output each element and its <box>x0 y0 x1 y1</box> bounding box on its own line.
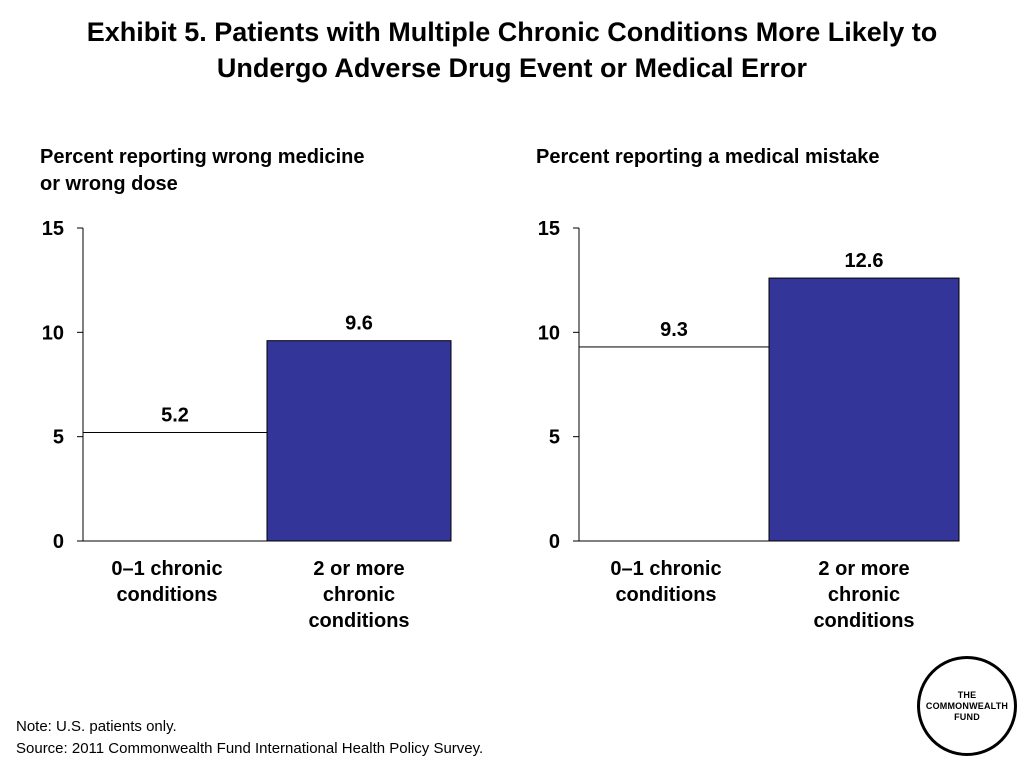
chart2-y-tick-label: 0 <box>549 531 560 553</box>
chart2-category-label-2: chronic <box>828 584 900 606</box>
chart1-value-label-2: 9.6 <box>345 313 373 335</box>
chart1-y-tick-label: 15 <box>42 218 64 240</box>
chart2-category-label-2: 2 or more <box>818 558 909 580</box>
chart1-bar-2 <box>266 340 452 542</box>
chart2-bar-2 <box>768 277 960 542</box>
chart2-category-label-1: 0–1 chronic <box>610 558 721 580</box>
chart2-subtitle: Percent reporting a medical mistake <box>536 144 879 171</box>
chart2-y-tick-label: 5 <box>549 427 560 449</box>
chart1-category-label-1: conditions <box>116 584 217 606</box>
chart2-category-label-1: conditions <box>615 584 716 606</box>
chart2-value-label-1: 9.3 <box>660 319 688 341</box>
chart2-category-label-2: conditions <box>813 610 914 632</box>
logo-line3: FUND <box>954 711 980 722</box>
chart1-subtitle: Percent reporting wrong medicine or wron… <box>40 144 365 198</box>
chart1-y-tick-label: 5 <box>53 427 64 449</box>
commonwealth-fund-logo: THE COMMONWEALTH FUND <box>917 656 1017 756</box>
logo-line2: COMMONWEALTH <box>925 700 1009 711</box>
chart1-y-tick-label: 10 <box>42 322 64 344</box>
note-text: Note: U.S. patients only. <box>16 718 177 735</box>
chart2-y-tick-label: 15 <box>538 218 560 240</box>
chart1-value-label-1: 5.2 <box>161 404 189 426</box>
chart1-category-label-2: conditions <box>308 610 409 632</box>
chart2-y-tick-label: 10 <box>538 322 560 344</box>
exhibit-title-line2: Undergo Adverse Drug Event or Medical Er… <box>216 53 808 83</box>
chart1-bar-1 <box>82 431 268 542</box>
chart2-bar-1 <box>578 346 770 542</box>
source-text: Source: 2011 Commonwealth Fund Internati… <box>16 740 484 757</box>
logo-text: THE COMMONWEALTH FUND <box>926 690 1008 723</box>
chart1-category-label-1: 0–1 chronic <box>111 558 222 580</box>
logo-line1: THE <box>957 689 977 700</box>
chart1-subtitle-line1: Percent reporting wrong medicine <box>40 146 365 168</box>
chart1-subtitle-line2: or wrong dose <box>40 173 178 195</box>
exhibit-title: Exhibit 5. Patients with Multiple Chroni… <box>0 14 1024 86</box>
footnotes: Note: U.S. patients only. Source: 2011 C… <box>16 716 483 760</box>
chart1-category-label-2: 2 or more <box>313 558 404 580</box>
chart1-y-tick-label: 0 <box>53 531 64 553</box>
chart2-subtitle-line1: Percent reporting a medical mistake <box>536 146 880 168</box>
chart2-value-label-2: 12.6 <box>845 250 884 272</box>
exhibit-title-line1: Exhibit 5. Patients with Multiple Chroni… <box>86 17 938 47</box>
chart1-category-label-2: chronic <box>323 584 395 606</box>
